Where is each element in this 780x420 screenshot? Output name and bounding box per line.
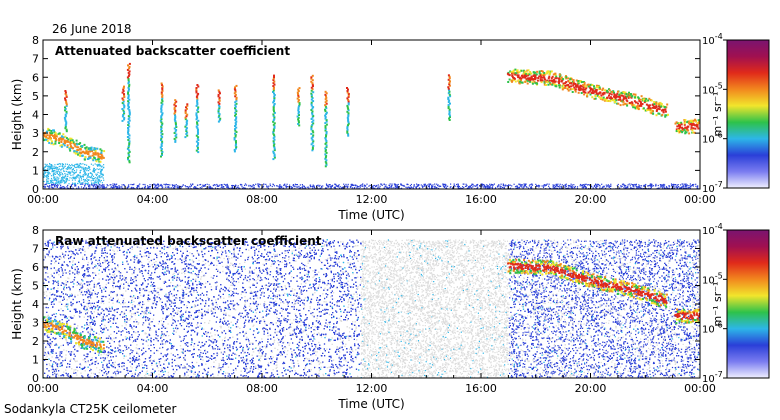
y-tick-label: 5 — [32, 90, 39, 103]
x-tick-label: 16:00 — [465, 382, 497, 395]
cloud-layer — [43, 316, 105, 353]
y-tick-label: 1 — [32, 354, 39, 367]
y-tick-label: 6 — [32, 261, 39, 274]
y-tick-label: 1 — [32, 164, 39, 177]
y-tick-label: 7 — [32, 243, 39, 256]
colorbar-tick-label: 10-6 — [702, 321, 723, 336]
boundary-layer — [43, 162, 105, 185]
virga-streaks — [63, 62, 452, 168]
x-tick-label: 16:00 — [465, 193, 497, 206]
colorbar-tick-label: 10-4 — [702, 222, 723, 237]
cloud-layer — [43, 127, 106, 163]
noise-field — [43, 239, 362, 378]
x-tick-label: 00:00 — [684, 193, 716, 206]
chart-title: Raw attenuated backscatter coefficient — [55, 234, 322, 248]
date-label: 26 June 2018 — [52, 22, 132, 36]
x-axis-label: Time (UTC) — [337, 397, 404, 411]
x-tick-label: 12:00 — [356, 382, 388, 395]
colorbar-tick-label: 10-5 — [702, 81, 723, 96]
colorbar-tick-label: 10-7 — [702, 180, 723, 195]
noise-field — [508, 239, 700, 378]
colorbar-label: m⁻¹ sr⁻¹ — [711, 92, 724, 137]
x-tick-label: 20:00 — [575, 382, 607, 395]
y-tick-label: 4 — [32, 298, 39, 311]
x-tick-label: 00:00 — [27, 193, 59, 206]
y-tick-label: 0 — [32, 372, 39, 385]
noise-field — [360, 239, 510, 378]
plot-frame — [42, 39, 701, 190]
y-tick-label: 6 — [32, 71, 39, 84]
y-tick-label: 3 — [32, 127, 39, 140]
x-tick-label: 00:00 — [27, 382, 59, 395]
colorbar-gradient — [726, 229, 770, 379]
x-tick-label: 08:00 — [246, 382, 278, 395]
plot-area — [43, 62, 700, 189]
plot-area — [43, 239, 700, 378]
y-tick-label: 7 — [32, 53, 39, 66]
x-tick-label: 20:00 — [575, 193, 607, 206]
cloud-layer — [674, 118, 700, 135]
x-tick-label: 08:00 — [246, 193, 278, 206]
x-axis-label: Time (UTC) — [337, 208, 404, 222]
panel-2: Raw attenuated backscatter coefficient00… — [10, 222, 770, 411]
colorbar-tick-label: 10-6 — [702, 131, 723, 146]
y-tick-label: 2 — [32, 335, 39, 348]
x-tick-label: 12:00 — [356, 193, 388, 206]
y-tick-label: 3 — [32, 317, 39, 330]
y-tick-label: 2 — [32, 146, 39, 159]
colorbar: 10-7 10-6 10-5 10-4 m⁻¹ sr⁻¹ — [702, 32, 770, 195]
cloud-layer — [507, 258, 668, 308]
y-tick-label: 4 — [32, 109, 39, 122]
colorbar-tick-label: 10-7 — [702, 370, 723, 385]
instrument-label: Sodankyla CT25K ceilometer — [4, 402, 176, 416]
cloud-layer — [506, 68, 669, 118]
cloud-layer — [674, 308, 700, 325]
colorbar-label: m⁻¹ sr⁻¹ — [711, 282, 724, 327]
colorbar: 10-7 10-6 10-5 10-4 m⁻¹ sr⁻¹ — [702, 222, 770, 385]
colorbar-tick-label: 10-5 — [702, 271, 723, 286]
colorbar-tick-label: 10-4 — [702, 32, 723, 47]
x-tick-label: 04:00 — [137, 382, 169, 395]
y-axis-label: Height (km) — [10, 79, 24, 150]
colorbar-gradient — [726, 39, 770, 189]
y-axis-label: Height (km) — [10, 268, 24, 339]
y-tick-label: 5 — [32, 280, 39, 293]
x-tick-label: 00:00 — [684, 382, 716, 395]
y-tick-label: 8 — [32, 224, 39, 237]
y-tick-label: 0 — [32, 183, 39, 196]
chart-title: Attenuated backscatter coefficient — [55, 44, 290, 58]
y-tick-label: 8 — [32, 34, 39, 47]
x-tick-label: 04:00 — [137, 193, 169, 206]
